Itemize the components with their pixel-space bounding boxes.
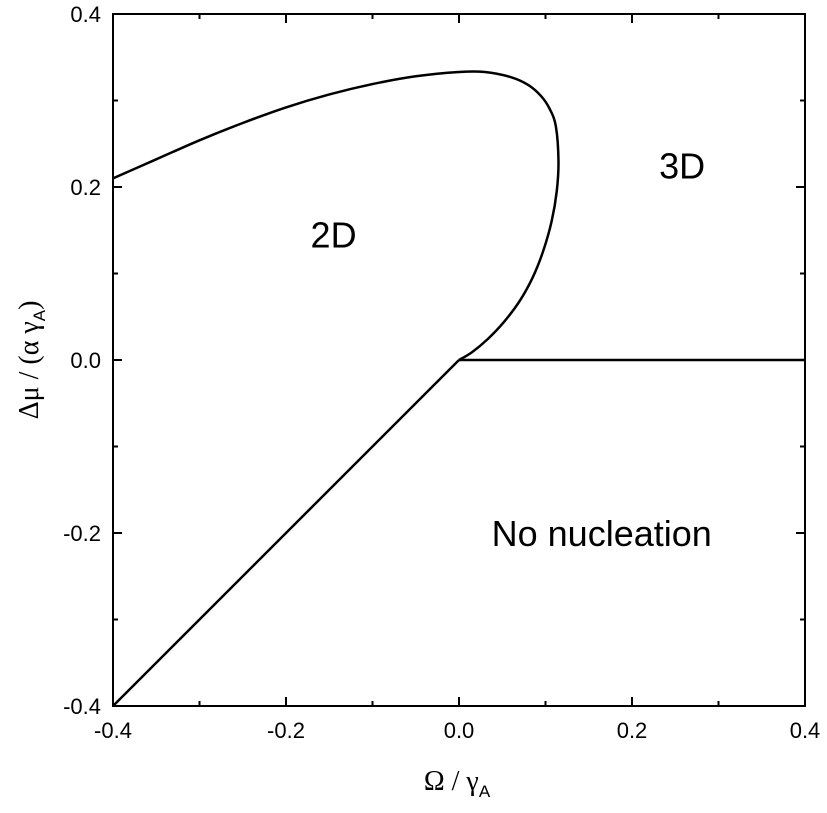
y-axis-title: Δμ / (α γA) xyxy=(14,301,49,420)
x-axis-title-main: Ω / γ xyxy=(424,766,479,797)
x-tick-label: 0.0 xyxy=(444,718,475,743)
x-axis-title: Ω / γA xyxy=(424,766,491,801)
x-tick-label: -0.4 xyxy=(94,718,132,743)
y-tick-label: -0.2 xyxy=(63,521,101,546)
y-axis-title-main: Δμ / (α γ xyxy=(14,321,45,419)
y-axis-title-subscript: A xyxy=(30,309,49,321)
y-tick-label: 0.0 xyxy=(70,348,101,373)
region-label: No nucleation xyxy=(492,513,712,554)
x-tick-label: -0.2 xyxy=(267,718,305,743)
y-tick-label: 0.2 xyxy=(70,175,101,200)
y-tick-label: -0.4 xyxy=(63,694,101,719)
curves xyxy=(112,70,805,707)
x-tick-label: 0.4 xyxy=(790,718,821,743)
series-line-2 xyxy=(112,359,460,707)
x-tick-label: 0.2 xyxy=(617,718,648,743)
annotations: 2D 3D No nucleation xyxy=(311,145,712,554)
region-label: 3D xyxy=(659,145,705,186)
y-axis-title-tail: ) xyxy=(14,301,45,310)
series-line-1 xyxy=(112,70,560,362)
tick-labels: -0.4 -0.2 0.0 0.2 0.4 -0.4 -0.2 0.0 0.2 0.4 xyxy=(63,2,820,743)
x-axis-title-subscript: A xyxy=(479,782,491,801)
y-tick-label: 0.4 xyxy=(70,2,101,27)
region-label: 2D xyxy=(311,215,357,256)
